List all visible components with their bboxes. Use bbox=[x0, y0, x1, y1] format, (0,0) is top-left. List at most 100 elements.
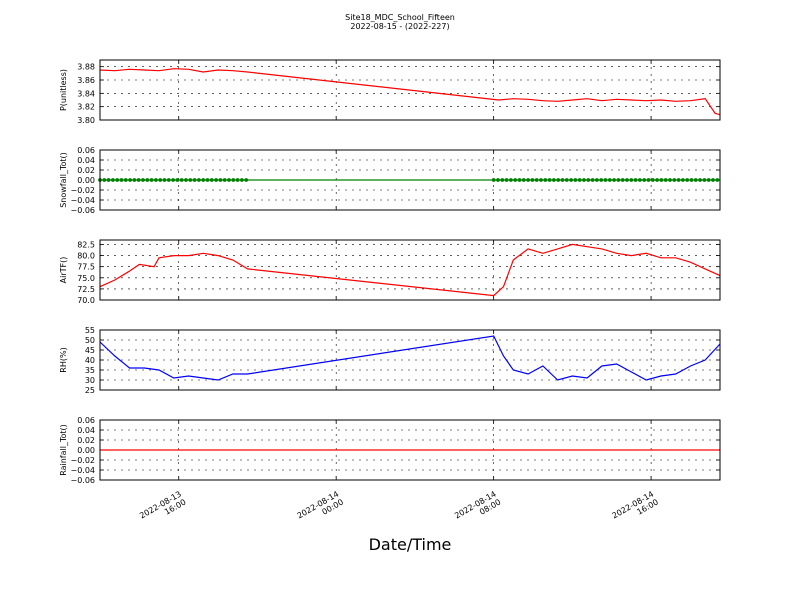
data-marker bbox=[547, 178, 552, 182]
y-tick-label: 80.0 bbox=[77, 252, 95, 261]
data-marker bbox=[715, 178, 720, 182]
y-tick-label: 55 bbox=[85, 326, 95, 335]
y-tick-label: −0.06 bbox=[70, 206, 95, 215]
data-marker bbox=[179, 178, 184, 182]
data-marker bbox=[564, 178, 569, 182]
series-line bbox=[99, 243, 721, 297]
data-marker bbox=[552, 178, 556, 182]
data-marker bbox=[638, 178, 642, 182]
y-tick-label: −0.04 bbox=[70, 466, 95, 475]
data-marker bbox=[136, 178, 141, 182]
data-marker bbox=[530, 178, 535, 182]
y-tick-label: 82.5 bbox=[77, 240, 95, 249]
y-tick-label: 40 bbox=[85, 356, 95, 365]
y-tick-label: 0.02 bbox=[77, 166, 95, 175]
data-marker bbox=[119, 178, 124, 182]
data-marker bbox=[132, 178, 137, 182]
y-tick-label: 72.5 bbox=[77, 285, 95, 294]
data-marker bbox=[603, 178, 608, 182]
axes-frame bbox=[99, 59, 721, 121]
data-marker bbox=[633, 178, 638, 182]
data-marker bbox=[244, 178, 249, 182]
y-tick-label: 30 bbox=[85, 376, 95, 385]
data-marker bbox=[539, 178, 543, 182]
y-axis-label: Rainfall_Tot() bbox=[59, 424, 68, 476]
data-marker bbox=[663, 178, 668, 182]
panel-3: 70.0 72.5 75.0 77.5 80.0 82.5 AirTF() bbox=[59, 239, 721, 305]
data-marker bbox=[650, 178, 655, 182]
y-tick-label: 35 bbox=[85, 366, 95, 375]
data-marker bbox=[521, 178, 526, 182]
series-line bbox=[99, 335, 721, 381]
y-tick-label: 3.80 bbox=[77, 116, 95, 125]
y-tick-label: 75.0 bbox=[77, 274, 95, 283]
data-marker bbox=[235, 178, 240, 182]
data-marker bbox=[672, 178, 677, 182]
y-tick-label: 3.82 bbox=[77, 103, 95, 112]
data-marker bbox=[496, 178, 500, 182]
data-marker bbox=[625, 178, 629, 182]
data-marker bbox=[201, 178, 206, 182]
data-marker bbox=[128, 178, 133, 182]
data-marker bbox=[509, 178, 513, 182]
data-marker bbox=[149, 178, 154, 182]
data-marker bbox=[629, 178, 634, 182]
x-tick-label: 2022-08-1316:00 bbox=[138, 489, 187, 528]
data-marker bbox=[569, 178, 573, 182]
panel-2: −0.06−0.04−0.020.000.020.040.06 Snowfall_… bbox=[59, 146, 721, 215]
panels: 3.803.823.843.863.88P(unitless)−0.06−0.0… bbox=[59, 59, 721, 485]
data-marker bbox=[123, 178, 128, 182]
axes-frame bbox=[99, 419, 721, 481]
axes-frame bbox=[99, 149, 721, 211]
data-marker bbox=[504, 178, 509, 182]
data-marker bbox=[620, 178, 625, 182]
x-tick-label: 2022-08-1408:00 bbox=[453, 489, 502, 528]
data-marker bbox=[500, 178, 505, 182]
panel-5: −0.06−0.04−0.020.000.020.040.06 Rainfall_… bbox=[59, 416, 721, 485]
data-marker bbox=[711, 178, 715, 182]
data-marker bbox=[676, 178, 681, 182]
data-marker bbox=[668, 178, 672, 182]
y-tick-label: 0.00 bbox=[77, 446, 95, 455]
data-marker bbox=[590, 178, 595, 182]
y-tick-label: 0.02 bbox=[77, 436, 95, 445]
data-marker bbox=[607, 178, 612, 182]
data-marker bbox=[517, 178, 522, 182]
data-marker bbox=[543, 178, 548, 182]
data-marker bbox=[171, 178, 176, 182]
y-tick-label: −0.06 bbox=[70, 476, 95, 485]
data-marker bbox=[158, 178, 163, 182]
data-marker bbox=[616, 178, 621, 182]
data-marker bbox=[560, 178, 565, 182]
panel-1: 3.80 3.82 3.84 3.86 3.88 P(unitless) bbox=[59, 59, 721, 125]
y-tick-label: 45 bbox=[85, 346, 95, 355]
data-marker bbox=[218, 178, 223, 182]
data-marker bbox=[693, 178, 698, 182]
y-tick-label: 77.5 bbox=[77, 263, 95, 272]
data-marker bbox=[681, 178, 685, 182]
data-marker bbox=[227, 178, 231, 182]
data-marker bbox=[642, 178, 647, 182]
data-marker bbox=[599, 178, 604, 182]
data-marker bbox=[534, 178, 539, 182]
data-marker bbox=[659, 178, 664, 182]
y-tick-label: 0.06 bbox=[77, 146, 95, 155]
data-marker bbox=[689, 178, 694, 182]
data-marker bbox=[102, 178, 107, 182]
data-marker bbox=[145, 178, 150, 182]
data-marker bbox=[612, 178, 616, 182]
axes-frame bbox=[99, 239, 721, 301]
x-tick-label: 2022-08-1400:00 bbox=[296, 489, 345, 528]
y-tick-label: 3.84 bbox=[77, 89, 95, 98]
y-tick-label: 25 bbox=[85, 386, 95, 395]
x-tick-label: 2022-08-1416:00 bbox=[611, 489, 660, 528]
data-marker bbox=[526, 178, 530, 182]
y-tick-label: −0.02 bbox=[70, 186, 95, 195]
data-marker bbox=[111, 178, 115, 182]
data-marker bbox=[166, 178, 171, 182]
data-marker bbox=[556, 178, 561, 182]
data-marker bbox=[106, 178, 111, 182]
data-marker bbox=[231, 178, 236, 182]
x-tick-labels: 2022-08-1316:00 2022-08-1400:00 2022-08-14… bbox=[138, 489, 660, 528]
